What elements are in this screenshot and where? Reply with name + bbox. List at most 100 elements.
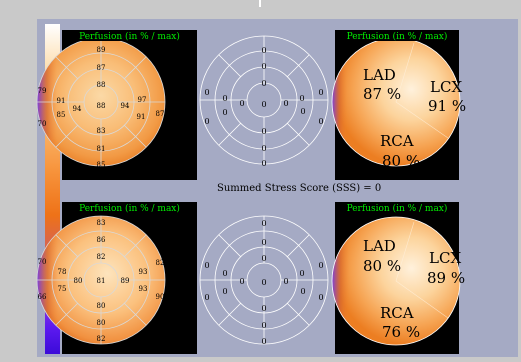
- segment-value: 81: [97, 277, 106, 285]
- score-value: 0: [261, 62, 266, 71]
- segment-value: 94: [73, 105, 82, 113]
- score-value: 0: [261, 79, 266, 88]
- segment-value: 80: [97, 302, 106, 310]
- score-value: 0: [261, 254, 266, 263]
- score-value: 0: [239, 277, 244, 286]
- stress-score-grid: [199, 215, 329, 345]
- score-value: 0: [318, 88, 323, 97]
- score-value: 0: [222, 94, 227, 103]
- segment-value: 87: [156, 110, 165, 118]
- segment-value: 89: [121, 277, 130, 285]
- stress-title-bar: [62, 202, 197, 213]
- stress-territory-labels: LAD 80 % LCX 89 % RCA 76 %: [363, 237, 465, 341]
- stress-score-map: 0 0 0 0 0 0 0 0 0 0 0 0 0 0 0 0 0: [199, 215, 329, 346]
- score-value: 0: [239, 99, 244, 108]
- segment-value: 94: [121, 102, 130, 110]
- rest-title-bar: [62, 30, 197, 41]
- score-value: 0: [299, 94, 304, 103]
- score-value: 0: [283, 277, 288, 286]
- rest-polar-map: Perfusion (in % / max) 89 87 88 79 91 94…: [36, 30, 197, 180]
- segment-value: 82: [97, 335, 106, 343]
- rca-value: 80 %: [382, 152, 420, 170]
- score-value: 0: [204, 88, 209, 97]
- rca-value: 76 %: [382, 323, 420, 341]
- stress-score-values: 0 0 0 0 0 0 0 0 0 0 0 0 0 0 0 0 0: [204, 219, 323, 346]
- score-value: 0: [261, 278, 266, 287]
- segment-value: 80: [74, 277, 83, 285]
- segment-value: 80: [97, 319, 106, 327]
- segment-value: 93: [139, 285, 148, 293]
- lad-value: 80 %: [363, 257, 401, 275]
- segment-value: 83: [97, 127, 106, 135]
- stress-segment-values: 83 86 82 70 78 80 81 89 93 82 75 93 66 8…: [38, 219, 165, 343]
- segment-value: 85: [97, 161, 106, 169]
- segment-value: 85: [57, 111, 66, 119]
- segment-value: 82: [156, 259, 165, 267]
- score-value: 0: [261, 337, 266, 346]
- stress-territory-map: Perfusion (in % / max) LAD 80 % LCX 89 %…: [331, 202, 465, 354]
- score-value: 0: [261, 321, 266, 330]
- segment-value: 90: [156, 293, 165, 301]
- lad-label: LAD: [363, 66, 396, 84]
- score-value: 0: [283, 99, 288, 108]
- score-value: 0: [261, 46, 266, 55]
- score-value: 0: [300, 107, 305, 116]
- score-value: 0: [261, 304, 266, 313]
- segment-value: 75: [58, 285, 67, 293]
- rest-segment-values: 89 87 88 79 91 94 88 94 97 85 91 87 70 8…: [38, 46, 165, 169]
- rest-territory-title-bar: [335, 30, 459, 41]
- segment-value: 91: [57, 97, 66, 105]
- segment-value: 86: [97, 236, 106, 244]
- rest-territory-map: Perfusion (in % / max) LAD 87 % LCX 91 %…: [331, 30, 466, 180]
- rca-label: RCA: [380, 132, 414, 150]
- segment-value: 89: [97, 46, 106, 54]
- stress-territory-outline: [331, 216, 461, 346]
- score-value: 0: [318, 261, 323, 270]
- score-value: 0: [261, 159, 266, 168]
- score-value: 0: [222, 287, 227, 296]
- rca-label: RCA: [380, 304, 414, 322]
- segment-value: 88: [97, 102, 106, 110]
- score-value: 0: [204, 261, 209, 270]
- score-value: 0: [318, 117, 323, 126]
- rest-score-values: 0 0 0 0 0 0 0 0 0 0 0 0 0 0 0 0 0: [204, 46, 323, 168]
- segment-value: 70: [38, 120, 47, 128]
- score-value: 0: [204, 117, 209, 126]
- lad-label: LAD: [363, 237, 396, 255]
- segment-value: 66: [38, 293, 47, 301]
- segment-value: 70: [38, 258, 47, 266]
- score-value: 0: [261, 219, 266, 228]
- summed-stress-score: Summed Stress Score (SSS) = 0: [217, 183, 382, 194]
- stress-polar-map: Perfusion (in % / max) 83 86 82 70 78 80…: [36, 202, 197, 354]
- segment-value: 88: [97, 81, 106, 89]
- stress-territory-title: Perfusion (in % / max): [347, 203, 448, 214]
- score-value: 0: [261, 144, 266, 153]
- segment-value: 79: [38, 87, 47, 95]
- stress-territory-boundaries: [395, 221, 449, 319]
- stress-territory-title-bar: [335, 202, 459, 213]
- score-value: 0: [300, 287, 305, 296]
- stress-polar-grid: [36, 215, 166, 345]
- segment-value: 83: [97, 219, 106, 227]
- lad-value: 87 %: [363, 85, 401, 103]
- lcx-value: 91 %: [428, 97, 466, 115]
- segment-value: 81: [97, 145, 106, 153]
- stress-polar-title: Perfusion (in % / max): [79, 203, 180, 214]
- segment-value: 93: [139, 268, 148, 276]
- rest-territory-labels: LAD 87 % LCX 91 % RCA 80 %: [363, 66, 466, 170]
- rest-polar-title: Perfusion (in % / max): [79, 31, 180, 42]
- lcx-label: LCX: [429, 249, 461, 267]
- rest-territory-title: Perfusion (in % / max): [347, 31, 448, 42]
- top-tick-mark: [259, 0, 261, 7]
- score-value: 0: [222, 108, 227, 117]
- lcx-label: LCX: [430, 78, 462, 96]
- segment-value: 91: [137, 113, 146, 121]
- score-value: 0: [261, 127, 266, 136]
- rest-score-grid: [199, 35, 329, 165]
- lcx-value: 89 %: [427, 269, 465, 287]
- segment-value: 87: [97, 64, 106, 72]
- score-value: 0: [222, 269, 227, 278]
- rest-score-map: 0 0 0 0 0 0 0 0 0 0 0 0 0 0 0 0 0: [199, 35, 329, 168]
